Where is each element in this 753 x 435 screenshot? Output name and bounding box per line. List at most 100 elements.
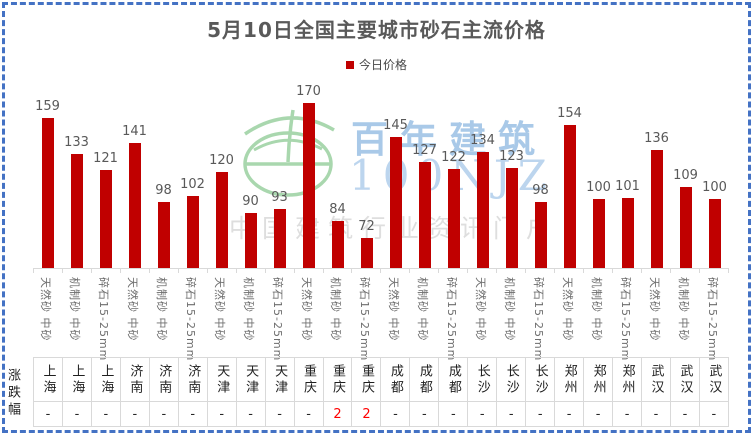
bar-value-label: 100 xyxy=(702,180,727,195)
category-label: 天然砂 中砂 xyxy=(555,273,584,356)
bar-column: 101 xyxy=(613,85,642,268)
category-label: 机制砂 中砂 xyxy=(497,273,526,356)
change-cell: - xyxy=(178,402,208,427)
bar-value-label: 136 xyxy=(644,131,669,146)
legend-label: 今日价格 xyxy=(358,58,407,72)
axis-tick xyxy=(526,268,556,273)
bar xyxy=(273,209,286,268)
city-cell: 郑州 xyxy=(584,358,614,402)
axis-tick xyxy=(352,268,382,273)
city-cell: 长沙 xyxy=(526,358,556,402)
change-cell: - xyxy=(34,402,63,427)
city-cell: 上海 xyxy=(62,358,92,402)
city-row: 上海 上海 上海 济南 济南 济南 天津 天津 天津 重庆 重庆 重庆 成都 成都 成都 长沙 长沙 长沙 郑州 郑州… xyxy=(34,358,729,402)
axis-tick xyxy=(410,268,440,273)
change-cell: - xyxy=(236,402,266,427)
category-label-text: 机制砂 中砂 xyxy=(676,277,690,342)
change-cell: - xyxy=(642,402,671,427)
change-cell: 2 xyxy=(323,402,353,427)
bar-column: 134 xyxy=(468,85,497,268)
axis-ticks xyxy=(33,268,729,273)
axis-tick xyxy=(381,268,411,273)
axis-tick xyxy=(671,268,700,273)
change-cell: - xyxy=(207,402,237,427)
bar-value-label: 90 xyxy=(242,194,259,209)
bar-column: 90 xyxy=(236,85,265,268)
bar xyxy=(708,199,721,268)
category-label-text: 碎石15-25mm xyxy=(96,277,110,362)
legend-swatch-icon xyxy=(345,60,354,69)
city-name: 武汉 xyxy=(648,363,664,396)
category-label-text: 机制砂 中砂 xyxy=(328,277,342,342)
axis-tick xyxy=(642,268,671,273)
bar-column: 109 xyxy=(671,85,700,268)
bar xyxy=(505,168,518,268)
city-name: 上海 xyxy=(40,363,56,396)
bar xyxy=(679,187,692,268)
category-label-text: 机制砂 中砂 xyxy=(67,277,81,342)
category-label: 机制砂 中砂 xyxy=(62,273,91,356)
city-cell: 济南 xyxy=(120,358,150,402)
bar xyxy=(128,143,141,268)
bar xyxy=(563,125,576,268)
bar-value-label: 145 xyxy=(383,118,408,133)
bar-column: 72 xyxy=(352,85,381,268)
change-cell: - xyxy=(699,402,729,427)
bar-column: 170 xyxy=(294,84,323,268)
category-label: 天然砂 中砂 xyxy=(207,273,236,356)
bar-value-label: 141 xyxy=(122,124,147,139)
watermark-brand-text: 百年建筑 xyxy=(351,118,547,161)
category-label: 碎石15-25mm xyxy=(91,273,120,361)
bar xyxy=(360,238,373,268)
city-cell: 重庆 xyxy=(352,358,382,402)
change-cell: - xyxy=(91,402,121,427)
bar xyxy=(186,196,199,268)
bar-value-label: 134 xyxy=(470,133,495,148)
city-name: 郑州 xyxy=(619,363,635,396)
city-cell: 郑州 xyxy=(555,358,585,402)
bar-value-label: 170 xyxy=(296,84,321,99)
legend: 今日价格 xyxy=(0,56,753,73)
bar-column: 93 xyxy=(265,85,294,268)
bar xyxy=(447,169,460,268)
bar xyxy=(215,172,228,268)
bar xyxy=(621,198,634,268)
city-name: 济南 xyxy=(156,363,172,396)
city-cell: 成都 xyxy=(439,358,469,402)
city-cell: 重庆 xyxy=(323,358,353,402)
bar xyxy=(650,150,663,268)
category-label: 碎石15-25mm xyxy=(526,273,555,361)
city-cell: 济南 xyxy=(178,358,208,402)
category-label-text: 碎石15-25mm xyxy=(183,277,197,362)
bar xyxy=(244,213,257,268)
city-cell: 成都 xyxy=(410,358,440,402)
bar-column: 159 xyxy=(33,85,62,268)
bar-value-label: 120 xyxy=(209,153,234,168)
bar-value-label: 109 xyxy=(673,168,698,183)
category-label-text: 碎石15-25mm xyxy=(357,277,371,362)
category-label-text: 机制砂 中砂 xyxy=(589,277,603,342)
bar-column: 123 xyxy=(497,85,526,268)
bars-area: 159 133 121 141 98 102 120 90 93 170 84 72 145 127 122… xyxy=(33,84,729,268)
change-cell: - xyxy=(526,402,556,427)
category-label: 碎石15-25mm xyxy=(265,273,294,361)
bar-column: 154 xyxy=(555,85,584,268)
bar-column: 98 xyxy=(526,85,555,268)
change-cell: - xyxy=(294,402,324,427)
change-cell: - xyxy=(613,402,643,427)
bar-column: 100 xyxy=(584,85,613,268)
city-cell: 武汉 xyxy=(642,358,671,402)
category-label-text: 天然砂 中砂 xyxy=(38,277,52,342)
change-cell: 2 xyxy=(352,402,382,427)
category-label: 机制砂 中砂 xyxy=(671,273,700,356)
city-cell: 长沙 xyxy=(468,358,498,402)
bar-value-label: 93 xyxy=(271,190,288,205)
city-name: 上海 xyxy=(69,363,85,396)
change-cell: - xyxy=(497,402,527,427)
bar-value-label: 84 xyxy=(329,202,346,217)
city-name: 长沙 xyxy=(532,363,548,396)
bar-value-label: 159 xyxy=(35,99,60,114)
axis-tick xyxy=(584,268,614,273)
